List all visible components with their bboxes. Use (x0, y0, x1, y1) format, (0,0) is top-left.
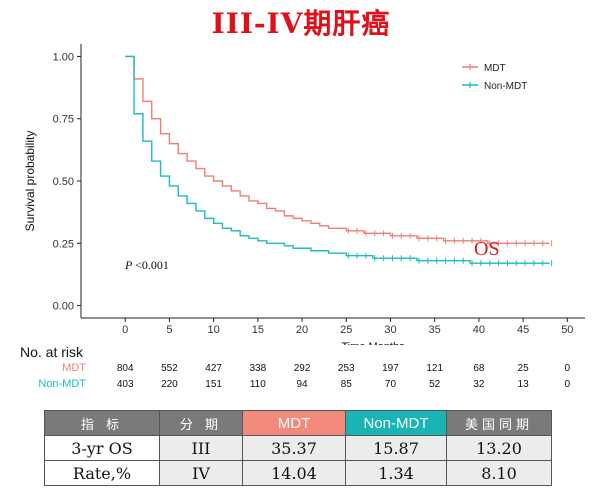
risk-value: 0 (564, 363, 571, 374)
legend-label: MDT (484, 63, 506, 74)
summary-header-row: 指 标 分 期 MDT Non-MDT 美国同期 (44, 410, 552, 436)
x-tick-label: 35 (429, 324, 441, 336)
x-tick-label: 5 (166, 324, 172, 336)
header-stage: 分 期 (159, 410, 243, 436)
stage-cell: III (159, 435, 243, 461)
header-non-mdt: Non-MDT (345, 410, 447, 436)
summary-row-iv: Rate,% IV 14.04 1.34 8.10 (44, 460, 552, 486)
us-cell: 13.20 (446, 435, 552, 461)
x-tick-label: 0 (122, 324, 128, 336)
y-tick-label: 0.50 (53, 176, 74, 188)
summary-table: 指 标 分 期 MDT Non-MDT 美国同期 3-yr OS III 35.… (44, 410, 552, 486)
mdt-cell: 14.04 (242, 460, 346, 486)
series-line-mdt (125, 55, 550, 244)
legend-label: Non-MDT (484, 81, 527, 92)
risk-value: 253 (337, 363, 355, 374)
non-mdt-cell: 15.87 (345, 435, 447, 461)
risk-value: 32 (473, 379, 485, 390)
risk-value: 292 (293, 363, 311, 374)
header-mdt: MDT (242, 410, 346, 436)
x-tick-label: 30 (384, 324, 396, 336)
risk-value: 68 (473, 363, 485, 374)
header-metric: 指 标 (44, 410, 160, 436)
x-tick-label: 20 (296, 324, 308, 336)
stage-cell: IV (159, 460, 243, 486)
page-title: III-IV期肝癌 (211, 7, 391, 40)
risk-value: 85 (340, 379, 352, 390)
risk-value: 0 (564, 379, 571, 390)
x-tick-label: 15 (252, 324, 264, 336)
risk-value: 70 (384, 379, 397, 390)
risk-value: 151 (205, 379, 222, 390)
y-tick-label: 0.75 (53, 114, 74, 126)
summary-row-iii: 3-yr OS III 35.37 15.87 13.20 (44, 435, 552, 461)
risk-value: 110 (249, 379, 266, 390)
us-cell: 8.10 (446, 460, 552, 486)
metric-line-2: Rate,% (44, 460, 160, 486)
x-axis-label: Time,Months (341, 341, 405, 345)
metric-line-1: 3-yr OS (44, 435, 160, 461)
x-tick-label: 25 (340, 324, 352, 336)
risk-value: 403 (116, 379, 134, 390)
risk-value: 220 (161, 379, 178, 390)
risk-value: 552 (161, 363, 178, 374)
os-annotation: OS (474, 238, 500, 260)
risk-value: 25 (517, 363, 529, 374)
risk-value: 804 (116, 363, 134, 374)
x-tick-label: 10 (208, 324, 220, 336)
risk-table-header: No. at risk (20, 344, 84, 360)
p-value-label: P <0.001 (124, 258, 169, 272)
y-axis-label: Survival probability (23, 131, 37, 232)
risk-value: 197 (382, 363, 399, 374)
risk-value: 338 (249, 363, 267, 374)
y-tick-label: 0.25 (53, 238, 74, 250)
risk-row-label: Non-MDT (38, 378, 86, 390)
non-mdt-cell: 1.34 (345, 460, 447, 486)
risk-value: 52 (429, 379, 441, 390)
y-tick-label: 1.00 (53, 51, 74, 63)
risk-row-label: MDT (62, 362, 86, 374)
risk-value: 94 (296, 379, 308, 390)
mdt-cell: 35.37 (242, 435, 346, 461)
km-survival-chart: 0 5 10 15 20 25 30 35 40 45 50 0.00 0.25 0.50 0.75 1.00… (23, 44, 585, 345)
risk-value: 13 (517, 379, 529, 390)
x-tick-label: 50 (561, 324, 573, 336)
series-line-non-mdt (125, 55, 550, 264)
risk-value: 121 (426, 363, 444, 374)
header-us: 美国同期 (446, 410, 552, 436)
risk-value: 427 (205, 363, 222, 374)
y-tick-label: 0.00 (53, 301, 74, 313)
x-tick-label: 45 (517, 324, 529, 336)
x-tick-label: 40 (473, 324, 485, 336)
